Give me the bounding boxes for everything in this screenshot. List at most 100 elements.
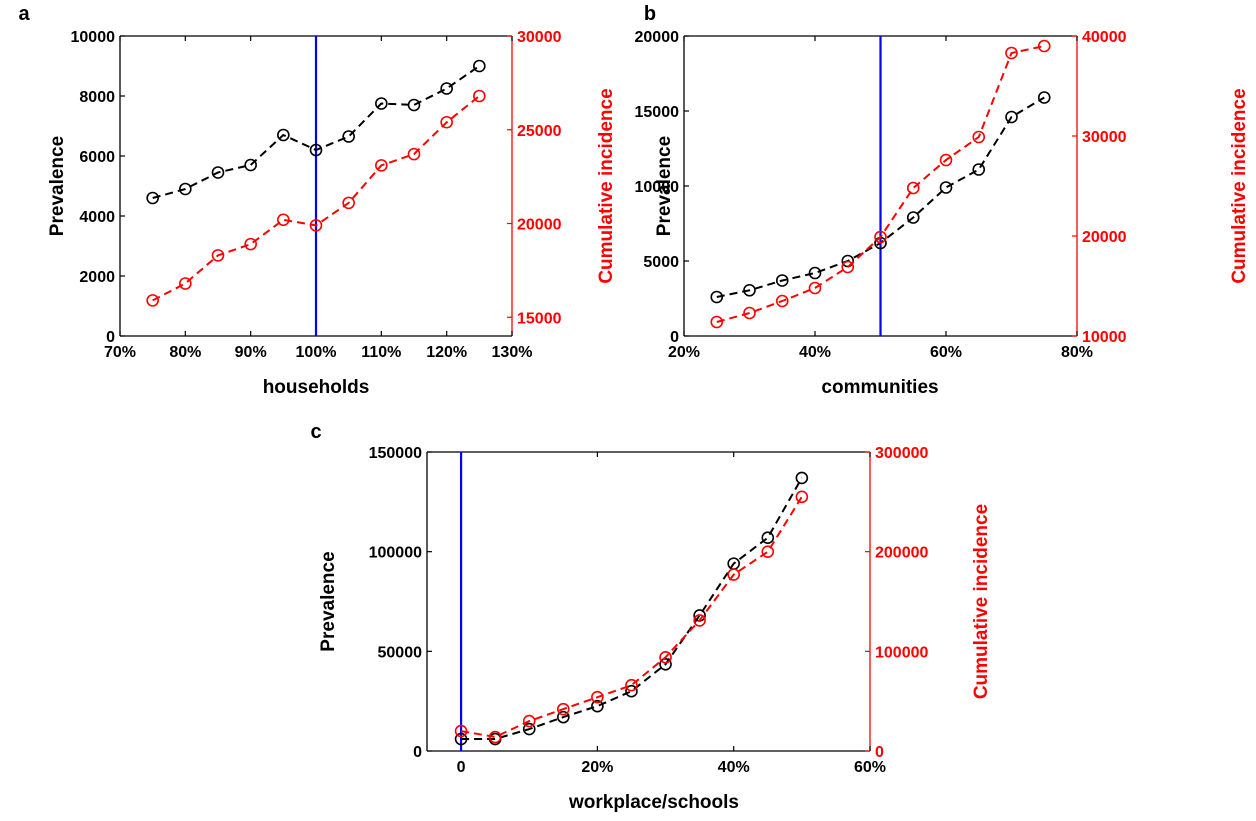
data-point-right: [795, 490, 809, 504]
panel-letter: b: [644, 3, 656, 25]
y-tick-label-right: 25000: [517, 123, 562, 140]
data-point-right: [488, 730, 502, 744]
y-tick-label-left: 50000: [378, 644, 423, 661]
data-point-left: [972, 163, 986, 176]
data-point-right: [939, 153, 953, 167]
data-point-left: [808, 266, 822, 280]
data-point-right: [309, 219, 323, 232]
x-tick-label: 130%: [492, 344, 533, 361]
data-point-right: [454, 724, 468, 738]
data-point-right: [761, 545, 775, 558]
data-point-left: [761, 531, 775, 545]
y-axis-label-left: Prevalence: [47, 136, 68, 236]
data-point-right: [407, 147, 421, 161]
series-line-left: [461, 477, 803, 740]
y-tick-label-right: 100000: [875, 644, 928, 661]
y-tick-label-left: 6000: [79, 149, 115, 166]
data-point-left: [179, 182, 192, 196]
data-point-right: [743, 306, 756, 320]
data-point-left: [1037, 91, 1051, 104]
y-tick-label-left: 10000: [635, 179, 680, 196]
data-point-right: [693, 614, 706, 627]
y-tick-label-right: 20000: [517, 217, 562, 234]
data-point-right: [277, 213, 290, 227]
data-point-right: [841, 260, 855, 274]
data-point-left: [440, 82, 453, 95]
y-tick-label-left: 8000: [79, 89, 115, 106]
y-tick-label-left: 2000: [79, 269, 115, 286]
data-point-right: [1005, 46, 1018, 60]
data-point-right: [591, 690, 604, 704]
data-point-left: [522, 722, 536, 736]
data-point-right: [775, 294, 789, 308]
series-line-right: [460, 496, 803, 739]
panel-c: c0 20% 40% 60%05000010000015000001000002000…: [310, 421, 992, 813]
y-tick-label-left: 5000: [643, 254, 679, 271]
data-point-left: [1005, 110, 1018, 124]
data-point-right: [179, 277, 192, 290]
panel-b: b 20% 40% 60% 80% 0 5000 10000 15000 20000 10000 20…: [635, 3, 1251, 398]
x-tick-label: 110%: [361, 344, 401, 361]
x-tick-label: 60%: [854, 759, 886, 776]
y-tick-label-left: 0: [670, 329, 679, 346]
data-point-right: [659, 651, 672, 664]
y-tick-label-right: 30000: [517, 29, 562, 46]
data-point-left: [795, 471, 809, 485]
data-point-left: [454, 732, 468, 746]
panel-letter: a: [18, 3, 30, 25]
y-axis-label-right: Cumulative incidence: [1229, 88, 1250, 283]
y-tick-label-left: 0: [106, 329, 115, 346]
y-tick-label-right: 15000: [517, 310, 562, 327]
data-point-right: [440, 115, 453, 129]
y-tick-label-right: 20000: [1082, 229, 1127, 246]
data-point-left: [659, 657, 672, 671]
x-tick-label: 20%: [668, 344, 700, 361]
x-tick-label: 70%: [104, 344, 136, 361]
x-tick-label: 120%: [426, 344, 467, 361]
data-point-left: [625, 684, 638, 698]
data-point-right: [906, 181, 920, 195]
data-point-right: [146, 294, 159, 307]
y-tick-label-left: 15000: [635, 104, 680, 121]
x-tick-label: 100%: [296, 344, 337, 361]
data-point-right: [211, 249, 225, 262]
y-tick-label-right: 10000: [1082, 329, 1127, 346]
y-axis-label-right: Cumulative incidence: [971, 504, 992, 699]
data-point-right: [375, 159, 388, 172]
data-point-left: [407, 98, 421, 112]
data-point-right: [244, 237, 257, 251]
x-axis-label: communities: [821, 377, 938, 398]
data-point-right: [522, 714, 536, 728]
x-axis-label: workplace/schools: [568, 792, 739, 813]
data-point-right: [874, 230, 887, 244]
data-point-right: [1037, 39, 1051, 53]
y-tick-label-right: 300000: [875, 445, 928, 462]
x-tick-label: 0: [457, 759, 466, 776]
x-tick-label: 90%: [235, 344, 267, 361]
data-point-left: [591, 699, 604, 713]
data-point-left: [557, 710, 570, 724]
x-tick-label: 80%: [169, 344, 201, 361]
y-axis-label-left: Prevalence: [318, 551, 339, 651]
x-tick-label: 40%: [799, 344, 831, 361]
data-point-right: [557, 702, 570, 716]
x-axis-label: households: [263, 377, 370, 398]
y-tick-label-left: 0: [413, 744, 422, 761]
data-point-left: [375, 97, 388, 110]
y-tick-label-right: 200000: [875, 545, 928, 562]
data-point-left: [342, 130, 355, 143]
data-point-left: [906, 211, 920, 224]
data-point-right: [625, 678, 638, 692]
data-point-right: [342, 196, 355, 210]
y-tick-label-left: 150000: [369, 445, 422, 462]
x-tick-label: 20%: [581, 759, 613, 776]
y-tick-label-left: 4000: [79, 209, 115, 226]
x-tick-label: 40%: [718, 759, 750, 776]
data-point-left: [146, 191, 159, 205]
data-point-left: [211, 166, 225, 179]
y-tick-label-left: 100000: [369, 545, 422, 562]
data-point-right: [710, 315, 724, 329]
data-point-left: [710, 290, 724, 304]
y-tick-label-right: 40000: [1082, 29, 1127, 46]
data-point-right: [727, 568, 740, 581]
